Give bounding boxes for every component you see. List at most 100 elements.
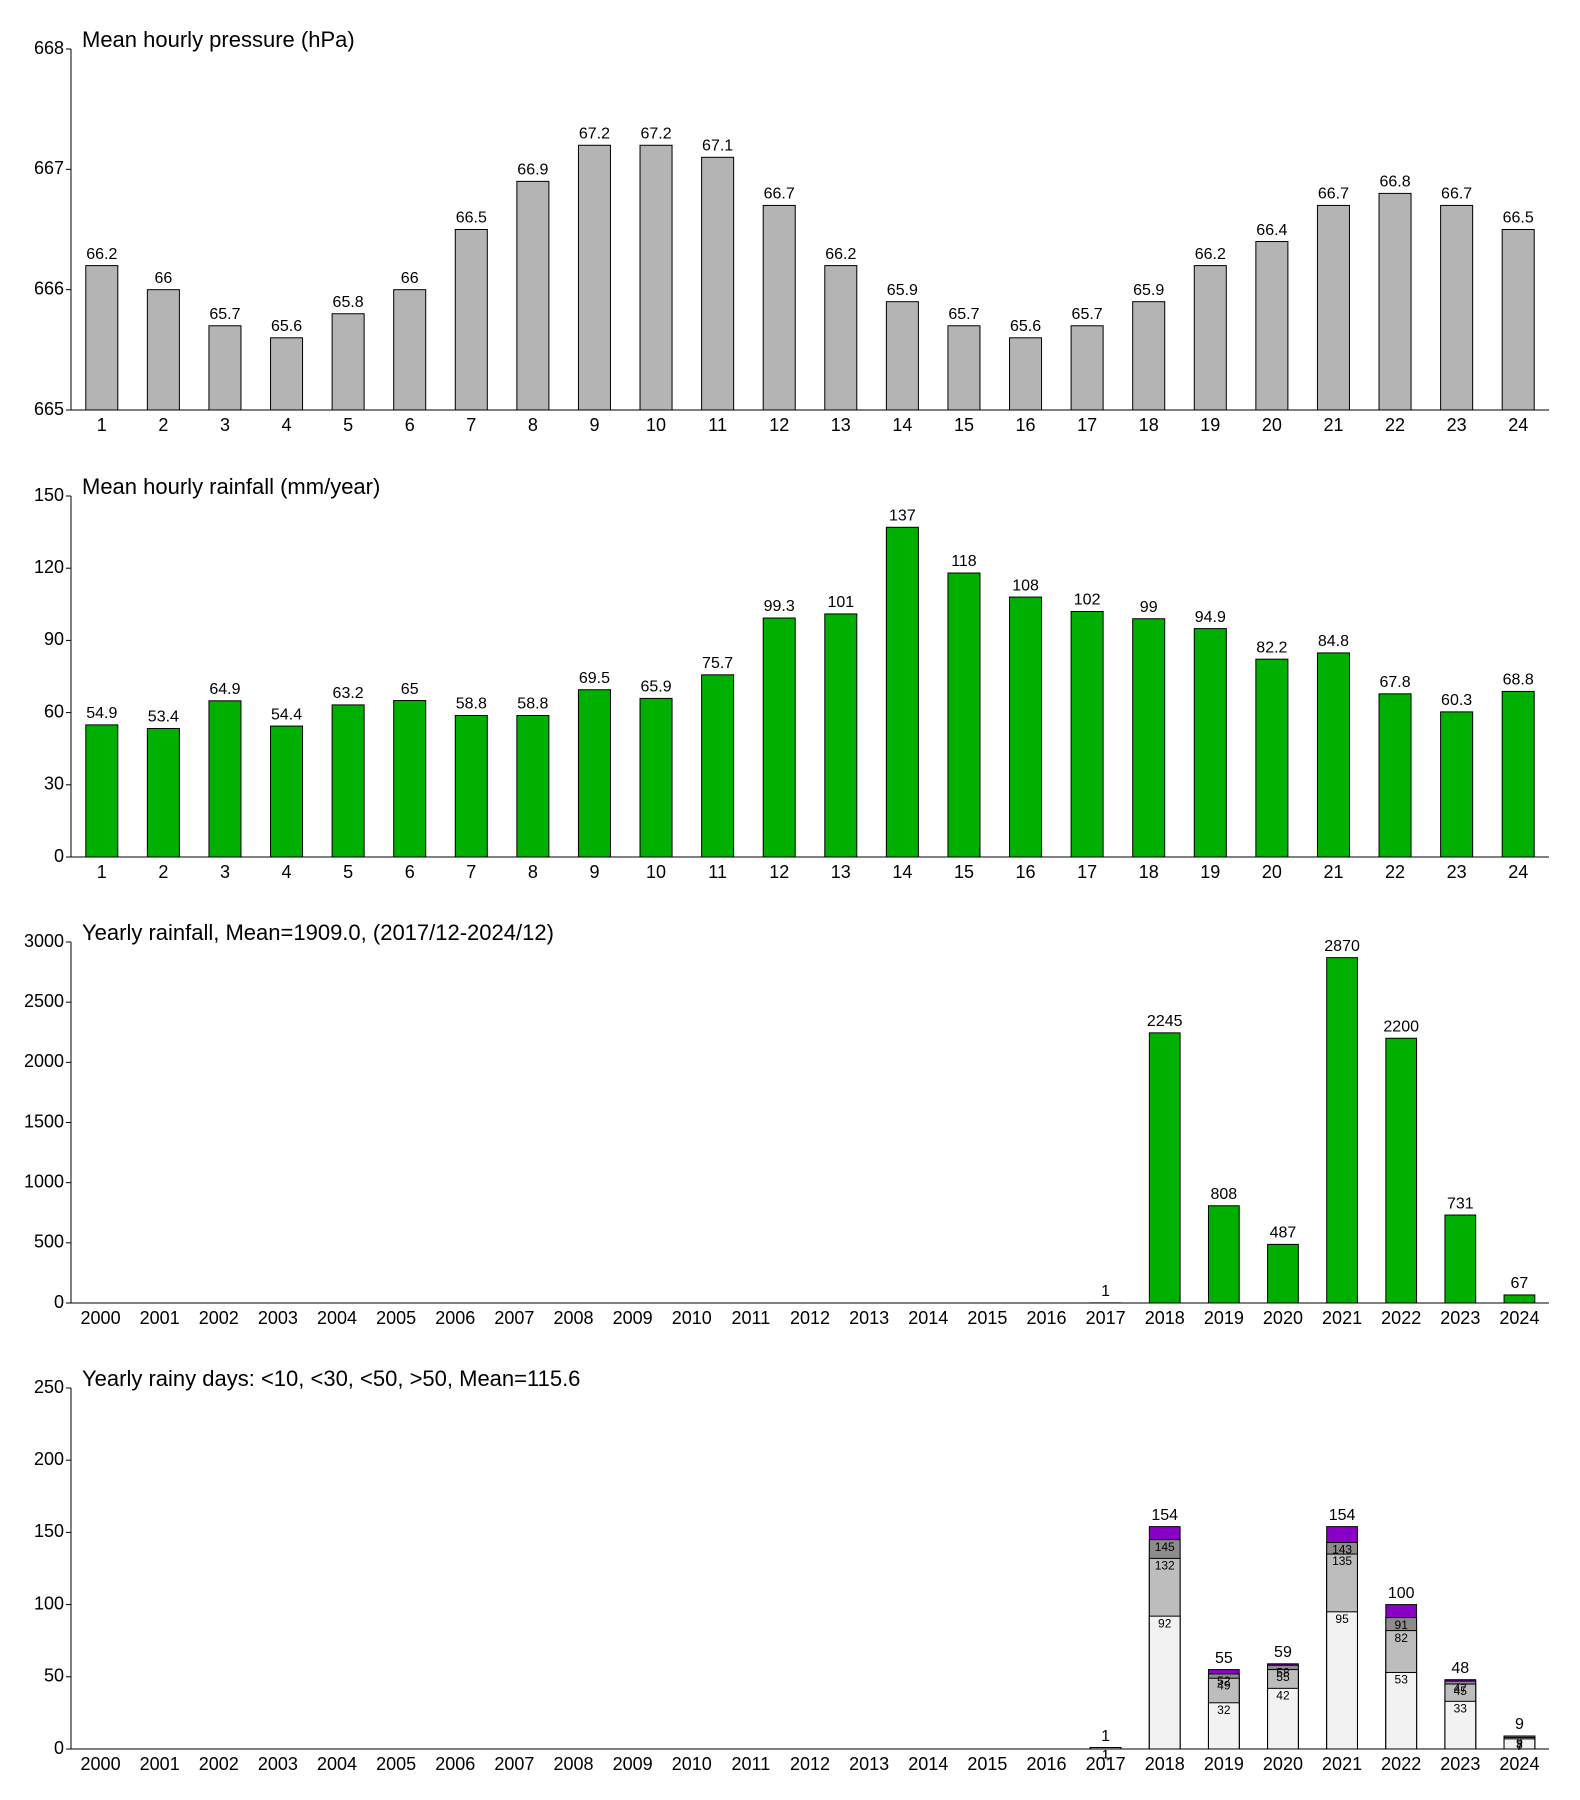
- x-tick-label: 24: [1508, 862, 1528, 882]
- value-label: 82.2: [1256, 639, 1287, 656]
- bar: [1440, 711, 1474, 858]
- x-tick-label: 5: [343, 415, 353, 435]
- segment-label: 135: [1332, 1554, 1352, 1568]
- segment-label: 95: [1335, 1612, 1349, 1626]
- value-label: 137: [889, 508, 916, 525]
- y-tick-label: 2000: [24, 1051, 64, 1071]
- x-tick-label: 23: [1447, 862, 1467, 882]
- x-tick-label: 2012: [790, 1308, 830, 1328]
- x-tick-label: 21: [1323, 862, 1343, 882]
- value-label: 54.4: [271, 706, 302, 723]
- x-tick-label: 2023: [1440, 1308, 1480, 1328]
- x-tick-label: 2014: [908, 1754, 948, 1774]
- value-label: 108: [1012, 577, 1039, 594]
- value-label: 65.8: [333, 294, 364, 311]
- x-tick-label: 2024: [1499, 1754, 1539, 1774]
- x-tick-label: 2008: [553, 1754, 593, 1774]
- x-tick-label: 4: [282, 415, 292, 435]
- bar: [1070, 325, 1104, 411]
- x-tick-label: 19: [1200, 862, 1220, 882]
- bar: [1385, 1037, 1418, 1304]
- bar: [762, 204, 796, 411]
- segment-label: 132: [1155, 1559, 1175, 1573]
- x-tick-label: 2017: [1086, 1308, 1126, 1328]
- x-tick-label: 21: [1323, 415, 1343, 435]
- x-tick-label: 9: [589, 415, 599, 435]
- x-tick-label: 4: [282, 862, 292, 882]
- bar: [1503, 1294, 1536, 1304]
- x-tick-label: 2019: [1204, 1308, 1244, 1328]
- value-label: 66.7: [764, 186, 795, 203]
- value-label: 65.7: [948, 306, 979, 323]
- x-tick-label: 8: [528, 415, 538, 435]
- bar: [1267, 1243, 1299, 1304]
- x-tick-label: 2014: [908, 1308, 948, 1328]
- x-tick-label: 2007: [494, 1308, 534, 1328]
- bar: [947, 572, 981, 858]
- y-tick-label: 665: [34, 399, 64, 419]
- x-tick-label: 2011: [732, 1308, 771, 1328]
- value-label: 68.8: [1503, 672, 1534, 689]
- x-tick-label: 2022: [1381, 1754, 1421, 1774]
- value-label: 2245: [1147, 1013, 1183, 1030]
- x-tick-label: 5: [343, 862, 353, 882]
- bar: [824, 613, 858, 858]
- y-tick-label: 0: [54, 1738, 64, 1758]
- bar-segment: [1148, 1615, 1181, 1750]
- x-tick-label: 2000: [81, 1308, 121, 1328]
- chart-title: Yearly rainfall, Mean=1909.0, (2017/12-2…: [82, 920, 554, 945]
- bar: [639, 144, 673, 411]
- value-label: 66.4: [1256, 222, 1287, 239]
- x-tick-label: 2021: [1322, 1754, 1362, 1774]
- x-tick-label: 2024: [1499, 1308, 1539, 1328]
- y-tick-label: 50: [44, 1666, 64, 1686]
- x-tick-label: 20: [1262, 862, 1282, 882]
- y-tick-label: 1500: [24, 1111, 64, 1131]
- x-tick-label: 2009: [613, 1754, 653, 1774]
- x-tick-label: 24: [1508, 415, 1528, 435]
- bar: [824, 265, 858, 411]
- x-tick-label: 8: [528, 862, 538, 882]
- value-label: 66.5: [1503, 210, 1534, 227]
- bar: [885, 526, 919, 858]
- y-tick-label: 667: [34, 158, 64, 178]
- x-tick-label: 15: [954, 415, 974, 435]
- x-tick-label: 2011: [732, 1754, 771, 1774]
- value-label: 60.3: [1441, 692, 1472, 709]
- chart-title: Mean hourly rainfall (mm/year): [82, 474, 380, 499]
- segment-label: 1: [1102, 1748, 1109, 1762]
- x-tick-label: 2001: [140, 1308, 180, 1328]
- value-label: 99: [1140, 599, 1158, 616]
- value-label: 67.2: [579, 125, 610, 142]
- bar: [1132, 618, 1166, 858]
- bar: [1440, 204, 1474, 411]
- x-tick-label: 23: [1447, 415, 1467, 435]
- x-tick-label: 15: [954, 862, 974, 882]
- bar: [208, 325, 242, 411]
- bar: [701, 674, 735, 858]
- bar: [1326, 957, 1358, 1304]
- bar: [577, 144, 611, 411]
- bar: [577, 689, 611, 858]
- bar: [1070, 611, 1104, 858]
- y-tick-label: 668: [34, 38, 64, 58]
- bar: [85, 724, 119, 858]
- x-tick-label: 20: [1262, 415, 1282, 435]
- chart-title: Mean hourly pressure (hPa): [82, 27, 355, 52]
- value-label: 66.2: [1195, 246, 1226, 263]
- x-tick-label: 1: [97, 415, 107, 435]
- value-label: 118: [951, 553, 977, 570]
- bar: [1148, 1032, 1181, 1304]
- y-tick-label: 150: [34, 1521, 64, 1541]
- segment-label: 55: [1276, 1670, 1290, 1684]
- bar-segment: [1267, 1687, 1299, 1750]
- bar: [393, 700, 427, 858]
- x-tick-label: 2010: [672, 1308, 712, 1328]
- segment-label: 8: [1516, 1738, 1523, 1752]
- value-label: 53.4: [148, 709, 179, 726]
- y-tick-label: 0: [54, 1292, 64, 1312]
- segment-label: 32: [1217, 1703, 1231, 1717]
- x-tick-label: 3: [220, 862, 230, 882]
- bar-segment: [1503, 1738, 1536, 1750]
